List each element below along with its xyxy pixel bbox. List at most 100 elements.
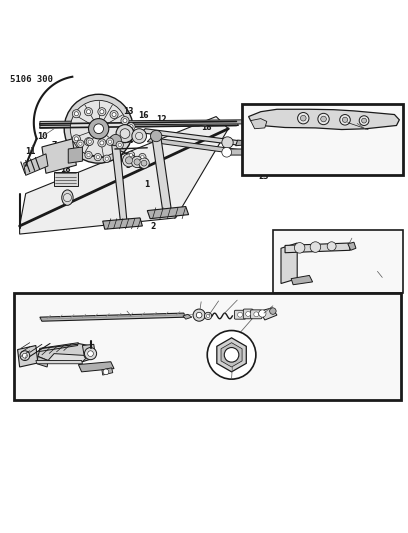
Circle shape — [116, 125, 134, 142]
Circle shape — [100, 141, 104, 145]
Circle shape — [121, 117, 129, 125]
Polygon shape — [37, 357, 48, 367]
Circle shape — [310, 242, 321, 252]
Circle shape — [94, 154, 102, 161]
Circle shape — [98, 139, 106, 147]
Polygon shape — [147, 138, 240, 154]
Circle shape — [206, 314, 210, 318]
Polygon shape — [36, 360, 82, 364]
Bar — [242, 104, 403, 175]
Polygon shape — [39, 343, 78, 352]
Text: 13: 13 — [123, 107, 133, 116]
Text: 6: 6 — [65, 158, 70, 167]
Circle shape — [129, 125, 133, 129]
Circle shape — [84, 138, 93, 146]
Circle shape — [196, 312, 202, 318]
FancyBboxPatch shape — [234, 310, 246, 319]
Circle shape — [85, 151, 92, 159]
Text: 8: 8 — [58, 177, 64, 187]
Circle shape — [139, 158, 149, 168]
Text: 25: 25 — [268, 300, 278, 308]
Text: 14: 14 — [97, 111, 107, 120]
Text: 15: 15 — [82, 112, 93, 121]
Circle shape — [222, 137, 233, 148]
Text: 11: 11 — [25, 147, 36, 156]
Polygon shape — [183, 314, 192, 319]
Circle shape — [96, 156, 100, 159]
Polygon shape — [40, 120, 246, 125]
Text: 26: 26 — [122, 309, 132, 318]
Circle shape — [86, 138, 93, 146]
Polygon shape — [226, 149, 246, 155]
Circle shape — [74, 112, 78, 116]
Polygon shape — [281, 243, 297, 284]
Text: 33: 33 — [347, 232, 357, 240]
Circle shape — [103, 155, 111, 163]
Text: 28: 28 — [67, 364, 78, 373]
Circle shape — [127, 130, 135, 138]
Circle shape — [141, 156, 144, 159]
FancyBboxPatch shape — [251, 310, 262, 319]
Bar — [273, 230, 403, 293]
Text: 24: 24 — [124, 136, 134, 146]
Text: 10: 10 — [37, 132, 47, 141]
Circle shape — [87, 154, 90, 157]
Circle shape — [86, 140, 91, 144]
Polygon shape — [348, 242, 356, 251]
Circle shape — [109, 140, 112, 143]
Circle shape — [297, 112, 309, 124]
Circle shape — [127, 123, 135, 131]
Circle shape — [207, 330, 256, 379]
Circle shape — [122, 154, 135, 167]
Text: 23: 23 — [259, 172, 269, 181]
Circle shape — [129, 154, 133, 157]
Text: 19: 19 — [131, 374, 141, 383]
Text: 22: 22 — [137, 160, 148, 169]
Circle shape — [86, 110, 91, 114]
Circle shape — [151, 131, 162, 142]
FancyBboxPatch shape — [243, 309, 253, 319]
Polygon shape — [78, 362, 114, 372]
Circle shape — [121, 135, 129, 143]
Text: 1: 1 — [144, 180, 149, 189]
Polygon shape — [40, 122, 238, 128]
Circle shape — [103, 369, 109, 375]
Text: 21: 21 — [68, 332, 79, 341]
Circle shape — [237, 312, 242, 317]
Circle shape — [193, 309, 205, 321]
Circle shape — [64, 94, 133, 163]
Circle shape — [126, 157, 133, 164]
Text: 3: 3 — [126, 160, 131, 169]
Circle shape — [77, 140, 84, 147]
Polygon shape — [251, 119, 267, 129]
Polygon shape — [18, 345, 38, 367]
Polygon shape — [102, 368, 113, 375]
Polygon shape — [151, 133, 172, 216]
Circle shape — [141, 160, 147, 166]
Text: 31: 31 — [21, 348, 32, 357]
Circle shape — [131, 156, 143, 167]
Text: 1: 1 — [380, 275, 385, 284]
Text: 32: 32 — [361, 123, 371, 132]
Circle shape — [132, 129, 146, 143]
Text: 11: 11 — [120, 345, 130, 354]
Circle shape — [70, 100, 127, 157]
Polygon shape — [68, 147, 82, 163]
Circle shape — [89, 119, 109, 139]
Polygon shape — [42, 139, 76, 173]
Polygon shape — [221, 343, 242, 367]
Circle shape — [342, 117, 348, 123]
Bar — [54, 172, 78, 186]
Text: 5: 5 — [65, 151, 70, 160]
Circle shape — [139, 154, 146, 161]
Circle shape — [72, 135, 80, 143]
Circle shape — [120, 129, 130, 139]
Bar — [13, 293, 401, 400]
Text: 7: 7 — [51, 141, 57, 150]
Polygon shape — [38, 343, 95, 362]
Circle shape — [340, 115, 350, 125]
Text: 4: 4 — [118, 155, 123, 164]
Circle shape — [98, 108, 106, 116]
Circle shape — [105, 157, 109, 160]
Text: 16: 16 — [138, 111, 149, 120]
